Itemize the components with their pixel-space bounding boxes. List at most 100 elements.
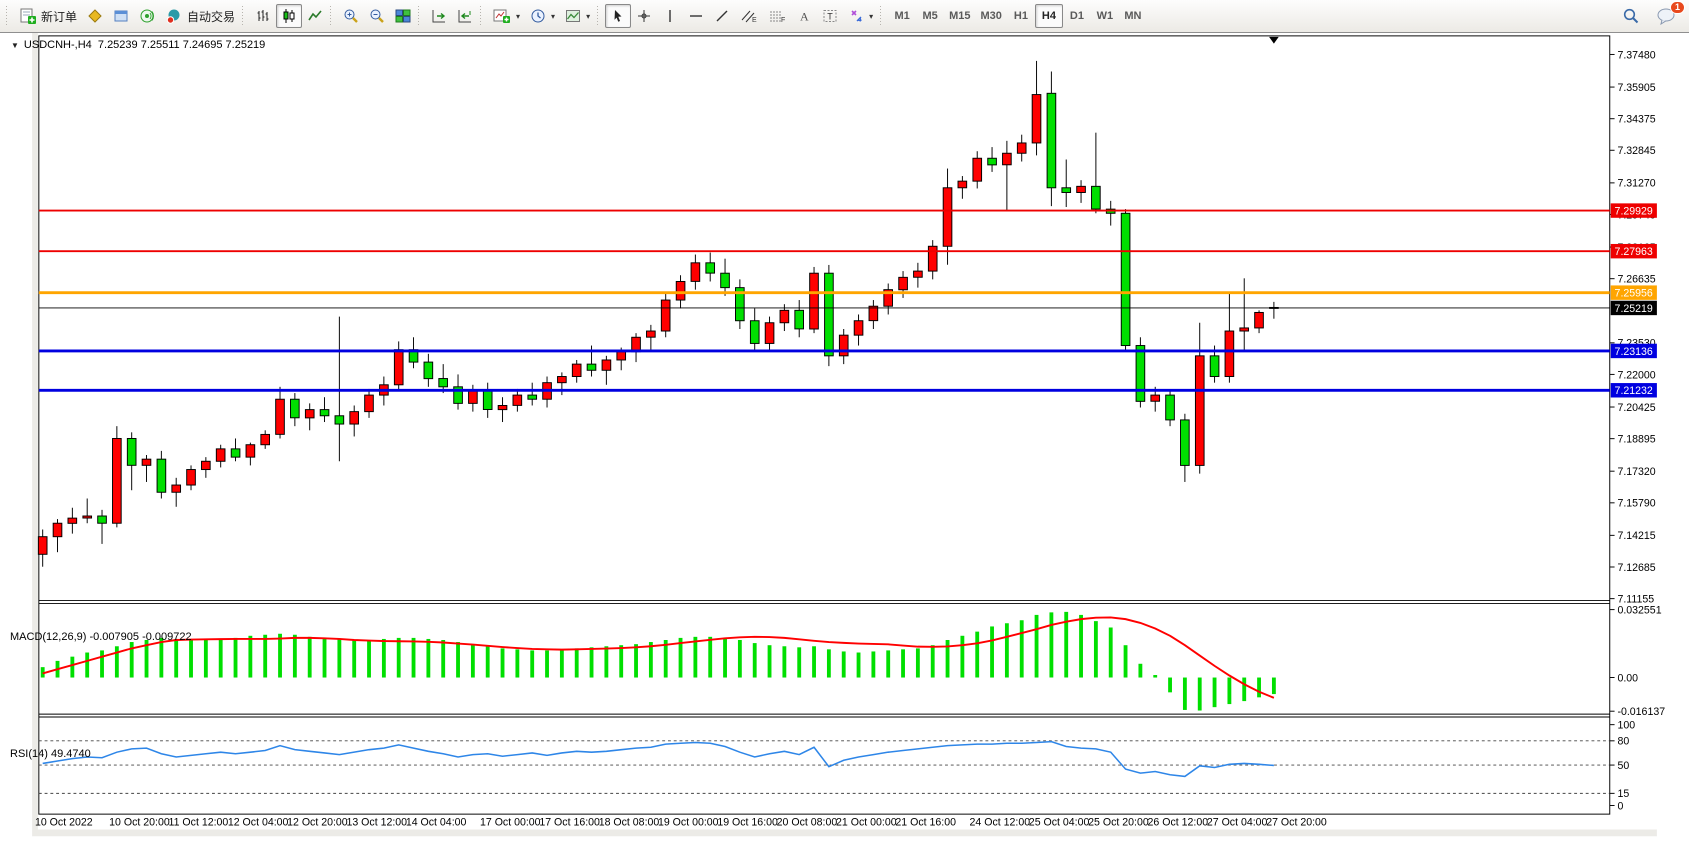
timeframe-m5[interactable]: M5 [916,4,944,28]
equidistant-channel-button[interactable]: E [735,4,763,28]
templates-button[interactable]: ▾ [560,4,595,28]
auto-trading-icon [165,8,183,24]
timeframe-h1[interactable]: H1 [1007,4,1035,28]
timeframe-m15-label: M15 [949,10,971,22]
fibonacci-button[interactable]: F [763,4,791,28]
toolbar-grip[interactable] [330,6,334,26]
svg-text:27 Oct 04:00: 27 Oct 04:00 [1207,817,1268,829]
horizontal-line-button[interactable] [683,4,709,28]
svg-text:80: 80 [1617,736,1629,748]
svg-text:21 Oct 16:00: 21 Oct 16:00 [895,817,956,829]
price-axis[interactable]: 7.374807.359057.343757.328457.312707.297… [1609,49,1657,605]
indicators-button[interactable]: ▾ [488,4,525,28]
vertical-line-button[interactable] [657,4,683,28]
toolbar-grip[interactable] [480,6,484,26]
periods-button[interactable]: ▾ [525,4,560,28]
price-badge-7.23136: 7.23136 [1610,343,1657,359]
toolbar-grip[interactable] [242,6,246,26]
svg-text:7.17320: 7.17320 [1617,466,1655,478]
zoom-in-button[interactable] [338,4,364,28]
timeframe-m30-label: M30 [980,10,1002,22]
svg-text:7.23530: 7.23530 [1617,338,1655,350]
zoom-out-button[interactable] [364,4,390,28]
arrows-icon [848,8,864,24]
chevron-down-icon: ▾ [869,11,874,21]
search-button[interactable] [1617,4,1645,28]
timeframe-w1[interactable]: W1 [1091,4,1119,28]
auto-scroll-icon [431,8,447,24]
main-toolbar: 新订单 自动交易 ▾ ▾ ▾ E F A T ▾ M1 M5 M15 M30 H1 H4 D1 W1 MN 1 [0,0,1689,33]
timeframe-m5-label: M5 [922,10,938,22]
svg-text:25 Oct 04:00: 25 Oct 04:00 [1029,817,1090,829]
toolbar-grip[interactable] [880,6,884,26]
svg-text:7.29929: 7.29929 [1615,205,1653,217]
price-badge-7.27963: 7.27963 [1610,243,1657,259]
symbol-dropdown-icon[interactable]: ▼ [11,40,19,50]
toolbar-group-trade: 新订单 自动交易 [14,2,240,30]
timeframe-m30[interactable]: M30 [976,4,1007,28]
macd-pane[interactable]: 0.032551 0.00 -0.016137 [40,604,1666,718]
svg-text:7.15790: 7.15790 [1617,498,1655,510]
toolbar-group-scroll [426,2,478,30]
new-order-button[interactable]: 新订单 [14,4,82,28]
ohlc-values: 7.25239 7.25511 7.24695 7.25219 [97,39,266,51]
svg-text:7.11155: 7.11155 [1617,593,1654,605]
svg-text:20 Oct 08:00: 20 Oct 08:00 [777,817,838,829]
data-window-button[interactable] [108,4,134,28]
timeframe-h4[interactable]: H4 [1034,4,1063,28]
svg-text:25 Oct 20:00: 25 Oct 20:00 [1088,817,1149,829]
tile-windows-button[interactable] [390,4,416,28]
svg-text:19 Oct 16:00: 19 Oct 16:00 [717,817,778,829]
macd-signal-line [42,616,1275,699]
toolbar-grip[interactable] [597,6,601,26]
auto-trading-button[interactable]: 自动交易 [160,4,240,28]
rsi-indicator-label: RSI(14) 49.4740 [10,748,91,760]
line-chart-icon [307,8,323,24]
arrows-button[interactable]: ▾ [843,4,878,28]
svg-text:7.21232: 7.21232 [1615,385,1653,397]
svg-text:A: A [800,10,809,24]
candlestick-chart-button[interactable] [276,4,303,28]
toolbar-grip[interactable] [418,6,422,26]
text-icon: A [796,8,812,24]
rsi-pane[interactable]: 100 80 50 150 [38,720,1635,813]
timeframe-mn[interactable]: MN [1119,4,1147,28]
crosshair-button[interactable] [631,4,657,28]
trendline-button[interactable] [709,4,735,28]
svg-text:7.20425: 7.20425 [1617,402,1655,414]
chart-shift-icon [457,8,473,24]
toolbar-grip[interactable] [6,6,9,26]
svg-text:7.27963: 7.27963 [1615,246,1653,258]
signals-button[interactable] [134,4,160,28]
timeframe-m15[interactable]: M15 [944,4,975,28]
pane-borders [38,35,1611,815]
cursor-button[interactable] [605,4,632,28]
timeframe-mn-label: MN [1124,10,1142,22]
chart-title: ▼ USDCNH-,H4 7.25239 7.25511 7.24695 7.2… [11,39,265,51]
horizontal-lines-layer[interactable] [38,209,1610,392]
price-badge-7.29929: 7.29929 [1610,203,1657,218]
text-button[interactable]: A [791,4,817,28]
chat-button[interactable]: 1 [1651,1,1685,28]
svg-text:12 Oct 04:00: 12 Oct 04:00 [228,817,289,829]
new-order-icon [19,8,37,24]
vertical-line-icon [662,8,678,24]
line-chart-button[interactable] [302,4,328,28]
trendline-icon [714,8,730,24]
auto-scroll-button[interactable] [426,4,452,28]
timeframe-m1[interactable]: M1 [888,4,916,28]
svg-text:13 Oct 12:00: 13 Oct 12:00 [346,817,407,829]
svg-text:26 Oct 12:00: 26 Oct 12:00 [1148,817,1209,829]
text-label-button[interactable]: T [817,4,843,28]
chart-shift-button[interactable] [452,4,478,28]
market-watch-button[interactable] [82,4,108,28]
svg-text:24 Oct 12:00: 24 Oct 12:00 [970,817,1031,829]
bar-chart-button[interactable] [250,4,276,28]
zoom-in-icon [343,8,359,24]
chart-canvas[interactable]: 7.374807.359057.343757.328457.312707.297… [0,33,1689,868]
svg-text:7.34375: 7.34375 [1617,114,1655,126]
indicators-icon [493,8,511,24]
timeframe-d1[interactable]: D1 [1063,4,1091,28]
